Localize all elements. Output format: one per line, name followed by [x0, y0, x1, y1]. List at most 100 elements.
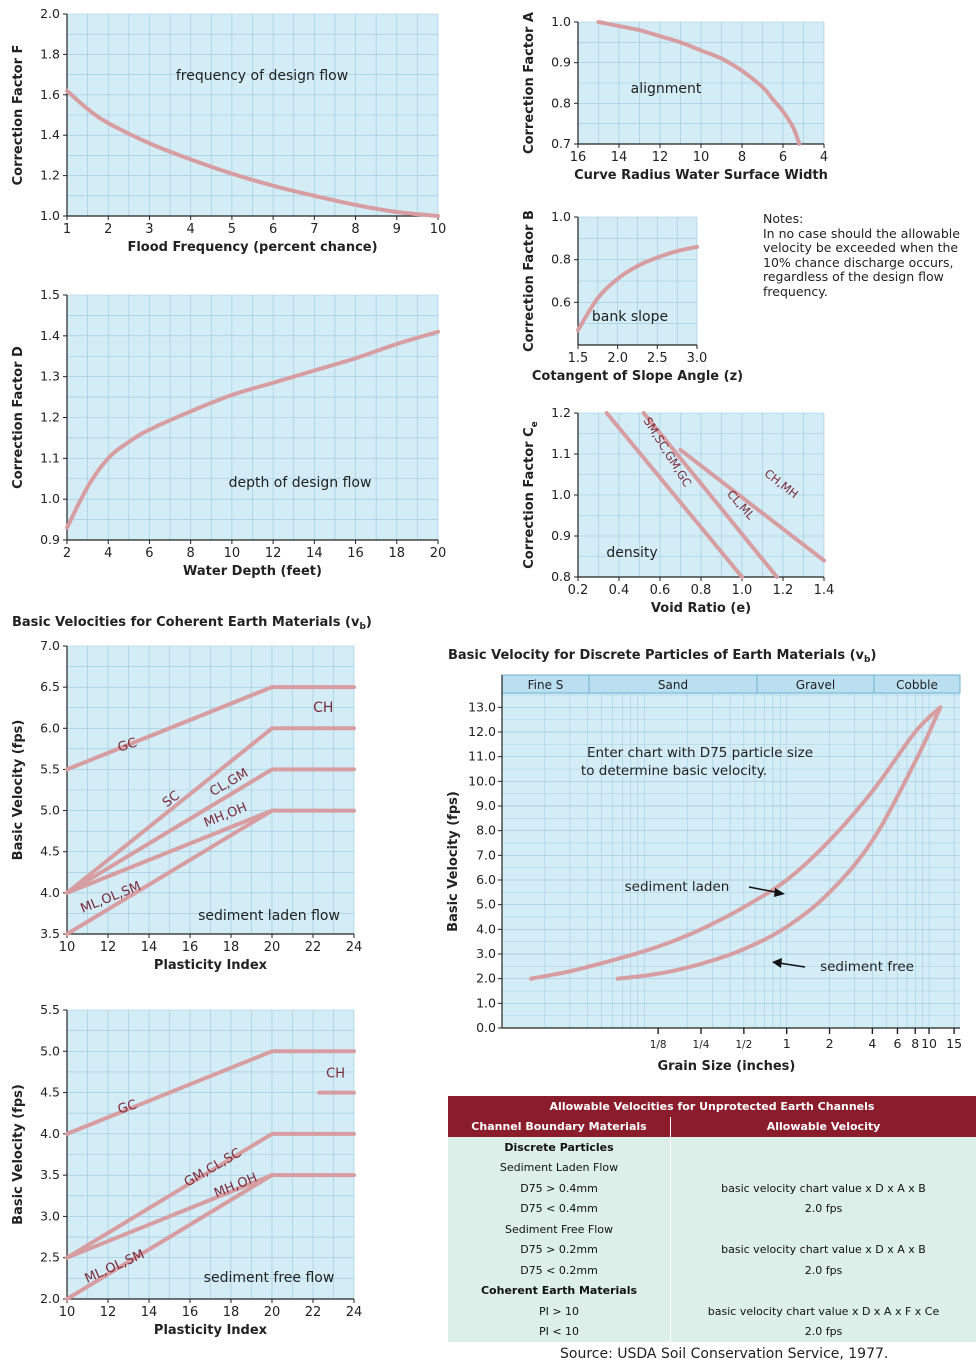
- y-tick-label: 0.7: [551, 136, 571, 151]
- y-tick-label: 1.2: [551, 405, 571, 420]
- y-axis-label: Basic Velocity (fps): [11, 1084, 26, 1225]
- x-tick-label: 12: [265, 546, 282, 561]
- plot-area: [502, 675, 960, 1028]
- y-tick-label: 4.5: [40, 844, 60, 859]
- table-cell-material: PI < 10: [448, 1321, 671, 1342]
- notes: Notes: In no case should the allowable v…: [763, 211, 973, 299]
- y-tick-label: 3.5: [40, 926, 60, 941]
- y-tick-label: 1.5: [40, 287, 60, 302]
- y-tick-label: 5.5: [40, 761, 60, 776]
- series-line-sm-sc-gm-gc: [604, 411, 744, 579]
- table-cell-material: D75 > 0.2mm: [448, 1239, 671, 1260]
- band-label: Fine S: [528, 678, 564, 692]
- band-label: Gravel: [796, 678, 835, 692]
- chart-VbFree: 10 12 14 16 18 20 22 24 2.0 2.5 3.0 3.5 4.0 4.5 5.0 5.5…: [11, 1002, 362, 1338]
- table-cell-velocity: basic velocity chart value x D x A x B: [670, 1178, 976, 1199]
- x-tick-label: 1: [63, 222, 71, 237]
- x-tick-label: 1.5: [568, 351, 589, 366]
- y-tick-label: 0.0: [476, 1020, 496, 1035]
- x-tick-label: 14: [306, 546, 323, 561]
- y-tick-label: 4.5: [40, 1085, 60, 1100]
- x-tick-label: 16: [570, 150, 587, 165]
- table-row: Sediment Free Flow: [448, 1219, 976, 1240]
- series-line-b: [576, 244, 699, 333]
- chart-VbLaden: 10 12 14 16 18 20 22 24 3.5 4.0 4.5 5.0 5.5 6.0 6.5 7.0…: [11, 638, 362, 973]
- table-col-materials: Channel Boundary Materials: [448, 1116, 671, 1137]
- y-axis-label: Correction Factor F: [11, 45, 26, 186]
- y-tick-label: 2.0: [476, 971, 496, 986]
- series-line-sc: [65, 726, 356, 895]
- y-tick-label: 9.0: [476, 798, 496, 813]
- y-tick-label: 10.0: [468, 773, 496, 788]
- x-tick-label: 2.0: [607, 351, 628, 366]
- table-row: Coherent Earth Materials: [448, 1280, 976, 1301]
- x-axis-label: Grain Size (inches): [657, 1059, 795, 1074]
- x-tick-label: 14: [611, 150, 628, 165]
- y-tick-label: 1.0: [551, 487, 571, 502]
- y-tick-label: 6.0: [476, 872, 496, 887]
- series-line-f: [65, 88, 440, 218]
- table-row: Discrete Particles: [448, 1137, 976, 1158]
- title-sub: b: [864, 655, 871, 665]
- x-tick-label: 2.5: [647, 351, 668, 366]
- y-tick-label: 4.0: [40, 885, 60, 900]
- y-tick-label: 0.6: [551, 294, 571, 309]
- table-cell-material: D75 < 0.2mm: [448, 1260, 671, 1281]
- y-tick-label: 2.0: [40, 1291, 60, 1306]
- x-tick-label: 12: [652, 150, 669, 165]
- y-tick-label: 1.0: [551, 209, 571, 224]
- y-axis-label-sub: e: [530, 421, 540, 427]
- title-end: ): [366, 615, 372, 630]
- y-tick-label: 7.0: [40, 638, 60, 653]
- band-header: [501, 674, 961, 694]
- title-end: ): [870, 648, 876, 663]
- series-line-sediment-free: [615, 705, 943, 981]
- x-tick-label: 1/2: [735, 1039, 752, 1051]
- y-tick-label: 1.2: [40, 168, 60, 183]
- arrow-head: [772, 958, 782, 968]
- x-tick-label: 1/4: [693, 1039, 710, 1051]
- y-tick-label: 0.9: [551, 55, 571, 70]
- series-line-gc: [65, 685, 356, 772]
- chart-Ce: 0.2 0.4 0.6 0.8 1.0 1.2 1.4 0.8 0.9 1.0 1.1 1.2 Void…: [522, 405, 834, 616]
- x-tick-label: 14: [141, 1305, 158, 1320]
- x-tick-label: 4: [104, 546, 112, 561]
- y-tick-label: 2.5: [40, 1250, 60, 1265]
- table-cell-velocity: [670, 1137, 976, 1158]
- table-cell-material: D75 > 0.4mm: [448, 1178, 671, 1199]
- series-line-a: [596, 20, 802, 146]
- x-tick-label: 18: [389, 546, 406, 561]
- series-line-gc: [65, 1049, 356, 1136]
- y-tick-label: 8.0: [476, 823, 496, 838]
- table-cell-material: Coherent Earth Materials: [448, 1280, 671, 1301]
- y-tick-label: 0.9: [40, 532, 60, 547]
- table-cell-velocity: 2.0 fps: [670, 1198, 976, 1219]
- x-tick-label: 18: [223, 940, 240, 955]
- x-tick-label: 20: [264, 940, 281, 955]
- x-axis-label: Cotangent of Slope Angle (z): [532, 369, 743, 384]
- x-tick-label: 8: [351, 222, 359, 237]
- series-line-ch-mh: [678, 447, 826, 563]
- x-tick-label: 3: [145, 222, 153, 237]
- table-row: PI > 10 basic velocity chart value x D x …: [448, 1301, 976, 1322]
- x-tick-label: 0.6: [650, 583, 671, 598]
- annotation: depth of design flow: [229, 475, 372, 491]
- series-line-gm-cl-sc: [65, 1131, 356, 1260]
- y-axis-label: Correction Factor D: [11, 346, 26, 489]
- x-tick-label: 8: [738, 150, 746, 165]
- series-line-cl-gm: [65, 767, 356, 895]
- y-tick-label: 3.0: [476, 946, 496, 961]
- y-tick-label: 0.8: [551, 95, 571, 110]
- series-label: sediment laden: [625, 879, 730, 895]
- table-row: Sediment Laden Flow: [448, 1157, 976, 1178]
- series-line-ml-ol-sm: [65, 1173, 274, 1301]
- band-label: Sand: [658, 678, 688, 692]
- y-tick-label: 7.0: [476, 847, 496, 862]
- table-cell-material: Sediment Free Flow: [448, 1219, 671, 1240]
- y-tick-label: 4.0: [476, 921, 496, 936]
- x-tick-label: 6: [779, 150, 787, 165]
- x-tick-label: 10: [59, 1305, 76, 1320]
- y-tick-label: 13.0: [468, 699, 496, 714]
- x-tick-label: 10: [59, 940, 76, 955]
